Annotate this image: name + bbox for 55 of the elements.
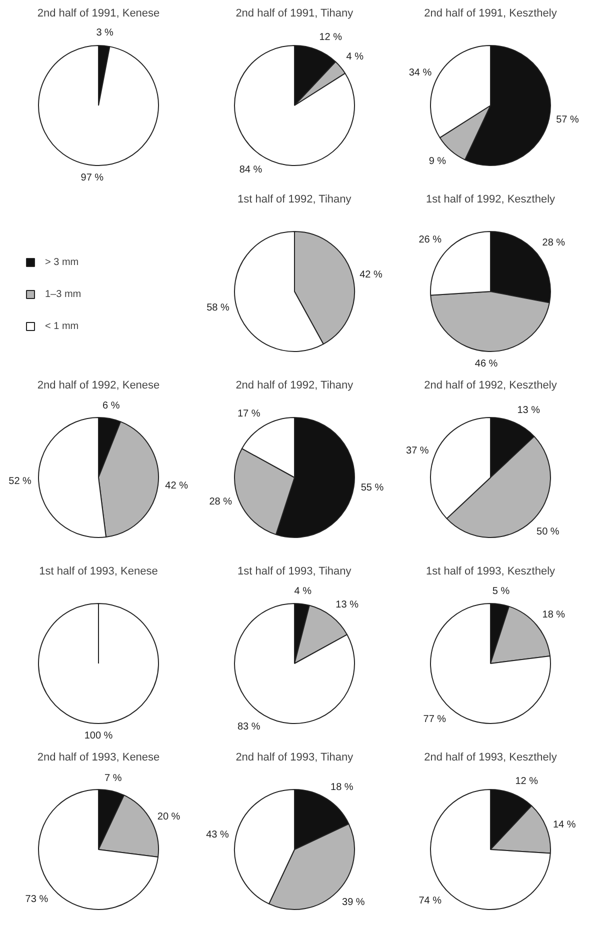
chart-title: 1st half of 1992, Keszthely	[426, 194, 556, 206]
chart-title: 2nd half of 1992, Tihany	[236, 380, 354, 392]
data-label: 4 %	[294, 586, 312, 597]
data-label: 84 %	[239, 164, 262, 176]
chart-title: 1st half of 1993, Keszthely	[426, 566, 556, 578]
data-label: 37 %	[406, 445, 429, 456]
data-label: 18 %	[330, 782, 354, 793]
data-label: 43 %	[206, 829, 230, 840]
data-label: 74 %	[418, 896, 442, 906]
data-label: 14 %	[552, 819, 576, 830]
legend-label: 1–3 mm	[45, 288, 82, 300]
data-label: 73 %	[25, 894, 48, 905]
chart-title: 2nd half of 1991, Keszthely	[424, 8, 558, 20]
data-label: 12 %	[515, 776, 538, 788]
chart-title: 1st half of 1992, Tihany	[238, 194, 352, 206]
data-label: 77 %	[423, 714, 446, 725]
legend-label: > 3 mm	[45, 256, 79, 268]
data-label: 55 %	[360, 482, 384, 494]
data-label: 52 %	[8, 476, 32, 488]
data-label: 28 %	[209, 496, 232, 508]
data-label: 13 %	[517, 404, 540, 416]
data-label: 58 %	[206, 302, 230, 314]
data-label: 42 %	[360, 269, 382, 280]
chart-title: 1st half of 1993, Tihany	[238, 566, 352, 578]
data-label: 20 %	[157, 812, 180, 823]
chart-title: 1st half of 1993, Kenese	[39, 566, 158, 578]
chart-title: 2nd half of 1992, Keszthely	[424, 380, 558, 392]
chart-title: 2nd half of 1991, Tihany	[236, 8, 354, 20]
data-label: 34 %	[408, 68, 432, 79]
chart-title: 2nd half of 1991, Kenese	[37, 8, 160, 20]
data-label: 3 %	[96, 28, 114, 39]
data-label: 46 %	[474, 358, 498, 370]
chart-title: 2nd half of 1993, Tihany	[236, 752, 354, 764]
data-label: 42 %	[165, 480, 188, 492]
data-label: 28 %	[542, 238, 566, 249]
data-label: 4 %	[346, 52, 364, 63]
data-label: 9 %	[428, 156, 446, 167]
data-label: 57 %	[556, 114, 579, 126]
legend-label: < 1 mm	[45, 320, 79, 332]
data-label: 18 %	[542, 610, 566, 621]
chart-title: 2nd half of 1993, Keszthely	[424, 752, 558, 764]
data-label: 7 %	[104, 772, 122, 784]
data-label: 13 %	[336, 599, 359, 610]
data-label: 6 %	[102, 400, 120, 412]
chart-title: 2nd half of 1992, Kenese	[37, 380, 160, 392]
data-label: 39 %	[342, 897, 365, 908]
data-label: 97 %	[80, 172, 104, 184]
data-label: 26 %	[418, 234, 442, 246]
data-label: 83 %	[238, 721, 260, 732]
chart-title: 2nd half of 1993, Kenese	[37, 752, 160, 764]
data-label: 17 %	[238, 408, 260, 420]
data-label: 5 %	[492, 586, 510, 598]
data-label: 50 %	[536, 526, 560, 538]
data-label: 12 %	[319, 32, 342, 44]
data-label: 100 %	[84, 730, 113, 742]
